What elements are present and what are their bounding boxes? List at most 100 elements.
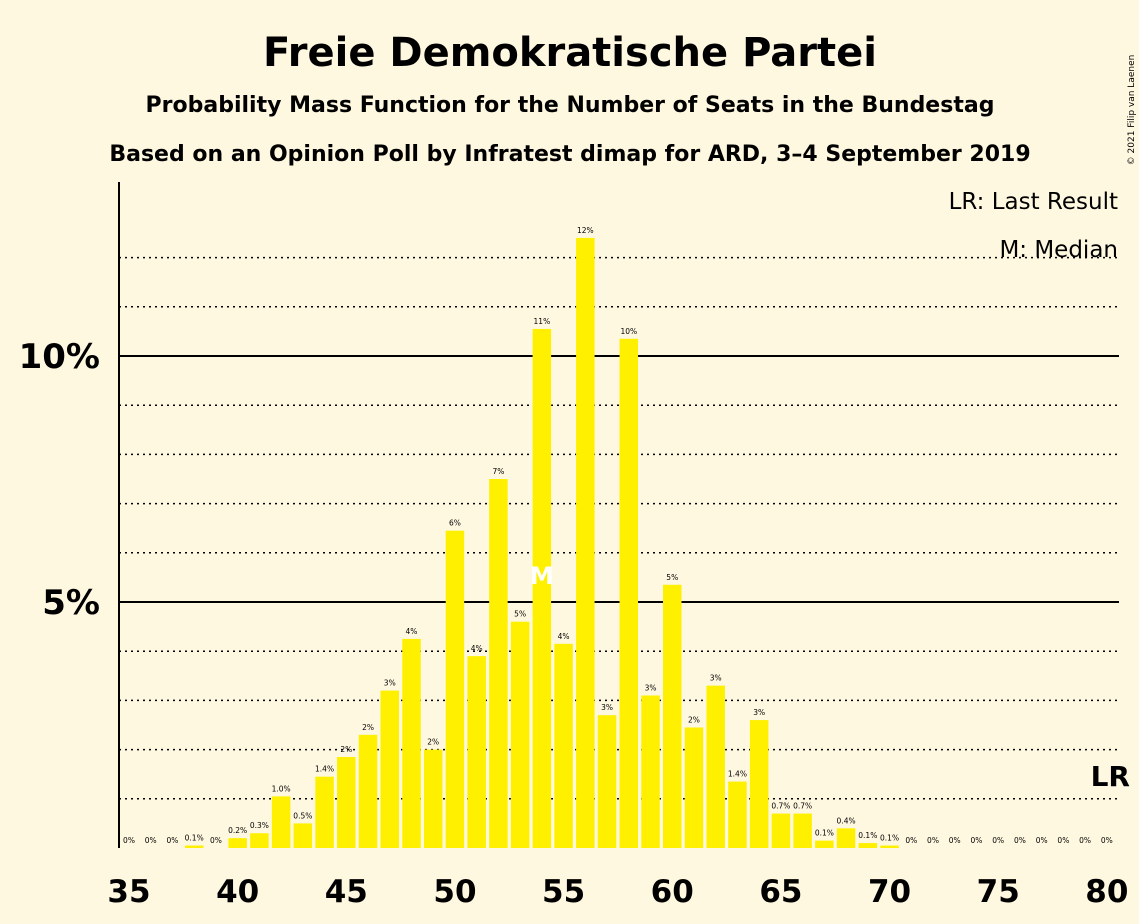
data-label-seat-46: 2% (362, 723, 374, 732)
data-label-seat-79: 0% (1079, 836, 1091, 845)
bar-seat-41 (250, 833, 269, 848)
data-label-seat-73: 0% (949, 836, 961, 845)
data-label-seat-66: 0.7% (793, 802, 812, 811)
bar-seat-44 (315, 776, 334, 848)
bar-seat-46 (358, 734, 378, 848)
data-label-seat-53: 5% (514, 610, 526, 619)
bar-seat-65 (771, 813, 791, 848)
data-label-seat-42: 1.0% (272, 784, 291, 793)
legend-last-result: LR: Last Result (949, 189, 1118, 215)
chart-subtitle-2: Based on an Opinion Poll by Infratest di… (109, 142, 1030, 167)
data-label-seat-58: 10% (620, 327, 637, 336)
y-tick-label: 10% (19, 337, 100, 377)
bar-seat-50 (445, 530, 465, 848)
data-label-seat-65: 0.7% (771, 802, 790, 811)
chart-subtitle: Probability Mass Function for the Number… (146, 93, 995, 118)
data-label-seat-49: 2% (427, 738, 439, 747)
data-label-seat-41: 0.3% (250, 821, 269, 830)
bar-seat-69 (858, 843, 878, 848)
data-label-seat-72: 0% (927, 836, 939, 845)
legend-median: M: Median (999, 237, 1118, 263)
data-label-seat-54: 11% (534, 317, 551, 326)
x-tick-label: 55 (542, 874, 585, 910)
grid-layer (119, 256, 1119, 800)
data-label-seat-38: 0.1% (185, 834, 204, 843)
data-label-seat-62: 3% (710, 674, 722, 683)
data-label-seat-70: 0.1% (880, 834, 899, 843)
data-label-seat-50: 6% (449, 519, 461, 528)
bar-seat-42 (271, 796, 291, 848)
bar-seat-57 (597, 715, 617, 848)
data-label-seat-67: 0.1% (815, 829, 834, 838)
data-label-seat-59: 3% (645, 683, 657, 692)
x-tick-label: 45 (325, 874, 368, 910)
data-label-seat-68: 0.4% (837, 816, 856, 825)
y-tick-label: 5% (42, 583, 100, 623)
bar-seat-61 (684, 727, 704, 848)
data-label-seat-69: 0.1% (858, 831, 877, 840)
bar-seat-56 (576, 237, 595, 849)
data-label-seat-35: 0% (123, 836, 135, 845)
bar-seat-40 (228, 838, 247, 848)
data-label-seat-63: 1.4% (728, 770, 747, 779)
x-tick-label: 65 (759, 874, 802, 910)
copyright-text: © 2021 Filip van Laenen (1127, 55, 1137, 166)
data-label-seat-51: 4% (471, 644, 483, 653)
last-result-marker: LR (1091, 760, 1130, 793)
data-label-seat-56: 12% (577, 226, 594, 235)
bar-seat-58 (619, 338, 639, 848)
data-label-seat-75: 0% (992, 836, 1004, 845)
bar-seat-68 (836, 828, 856, 848)
data-label-seat-48: 4% (406, 627, 418, 636)
data-label-seat-44: 1.4% (315, 765, 334, 774)
bar-seat-51 (467, 656, 486, 848)
bar-seat-64 (749, 720, 769, 848)
data-label-seat-78: 0% (1057, 836, 1069, 845)
data-label-seat-36: 0% (145, 836, 157, 845)
bar-layer (184, 237, 899, 849)
bar-seat-63 (728, 781, 747, 848)
bar-seat-66 (793, 813, 812, 848)
bar-seat-48 (402, 638, 421, 848)
x-tick-layer: 35 40 45 50 55 60 65 70 75 80 (107, 874, 1128, 910)
data-label-seat-37: 0% (167, 836, 179, 845)
data-label-seat-43: 0.5% (293, 811, 312, 820)
x-tick-label: 75 (977, 874, 1020, 910)
bar-seat-49 (423, 749, 443, 848)
data-label-seat-39: 0% (210, 836, 222, 845)
data-label-seat-52: 7% (492, 467, 504, 476)
bar-seat-47 (380, 690, 400, 848)
data-label-seat-71: 0% (905, 836, 917, 845)
bar-seat-43 (293, 823, 313, 848)
data-label-seat-60: 5% (666, 573, 678, 582)
data-label-seat-47: 3% (384, 679, 396, 688)
x-tick-label: 80 (1085, 874, 1128, 910)
x-tick-label: 50 (433, 874, 476, 910)
data-label-seat-74: 0% (971, 836, 983, 845)
bar-seat-52 (489, 479, 508, 848)
median-marker: M (530, 562, 554, 590)
x-tick-label: 60 (651, 874, 694, 910)
data-label-seat-40: 0.2% (228, 826, 247, 835)
data-label-seat-80: 0% (1101, 836, 1113, 845)
data-label-seat-77: 0% (1036, 836, 1048, 845)
bar-seat-55 (554, 643, 573, 848)
data-label-seat-64: 3% (753, 708, 765, 717)
data-label-seat-57: 3% (601, 703, 613, 712)
data-label-seat-45: 2% (340, 745, 352, 754)
bar-seat-54 (532, 328, 552, 848)
data-label-seat-76: 0% (1014, 836, 1026, 845)
bar-seat-70 (880, 845, 899, 848)
bar-seat-53 (510, 621, 530, 848)
chart-title: Freie Demokratische Partei (263, 30, 877, 76)
label-layer: 0% 0% 0% 0.1% 0% 0.2%0.3% 1.0% 0.5% 1.4% 2% 2% 3% 4%… (123, 226, 1130, 845)
bar-seat-62 (706, 685, 725, 848)
y-tick-layer: 5% 10% (19, 337, 100, 623)
x-tick-label: 40 (216, 874, 259, 910)
x-tick-label: 70 (868, 874, 911, 910)
data-label-seat-55: 4% (558, 632, 570, 641)
bar-seat-67 (815, 840, 834, 848)
bar-seat-59 (641, 695, 660, 848)
bar-seat-45 (337, 756, 356, 848)
